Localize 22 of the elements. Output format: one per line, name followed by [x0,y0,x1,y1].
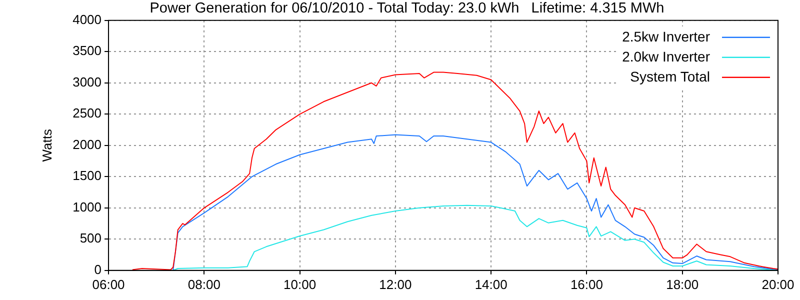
legend-label: 2.5kw Inverter [622,28,710,44]
y-tick-label: 3000 [72,74,102,90]
x-tick-label: 14:00 [474,276,508,292]
y-axis-title: Watts [39,128,54,162]
x-tick-label: 20:00 [762,276,794,292]
y-tick-label: 4000 [72,12,102,27]
x-tick-label: 12:00 [379,276,412,292]
y-tick-label: 2000 [72,136,102,152]
chart-title: Power Generation for 06/10/2010 - Total Today: 23.0 kWh Lifetime: 4.315 MWh [150,0,664,17]
y-tick-label: 500 [80,230,102,246]
x-tick-label: 18:00 [666,276,699,292]
x-tick-label: 16:00 [570,276,603,292]
x-tick-label: 06:00 [92,276,125,292]
y-tick-label: 2500 [72,106,102,121]
legend-label: System Total [630,68,710,84]
legend-label: 2.0kw Inverter [622,48,710,64]
y-tick-label: 1000 [72,199,102,214]
y-tick-label: 3500 [72,43,102,58]
y-tick-label: 1500 [72,168,102,184]
x-tick-label: 10:00 [284,276,316,292]
y-tick-label: 0 [94,262,102,277]
x-tick-label: 08:00 [188,276,220,292]
